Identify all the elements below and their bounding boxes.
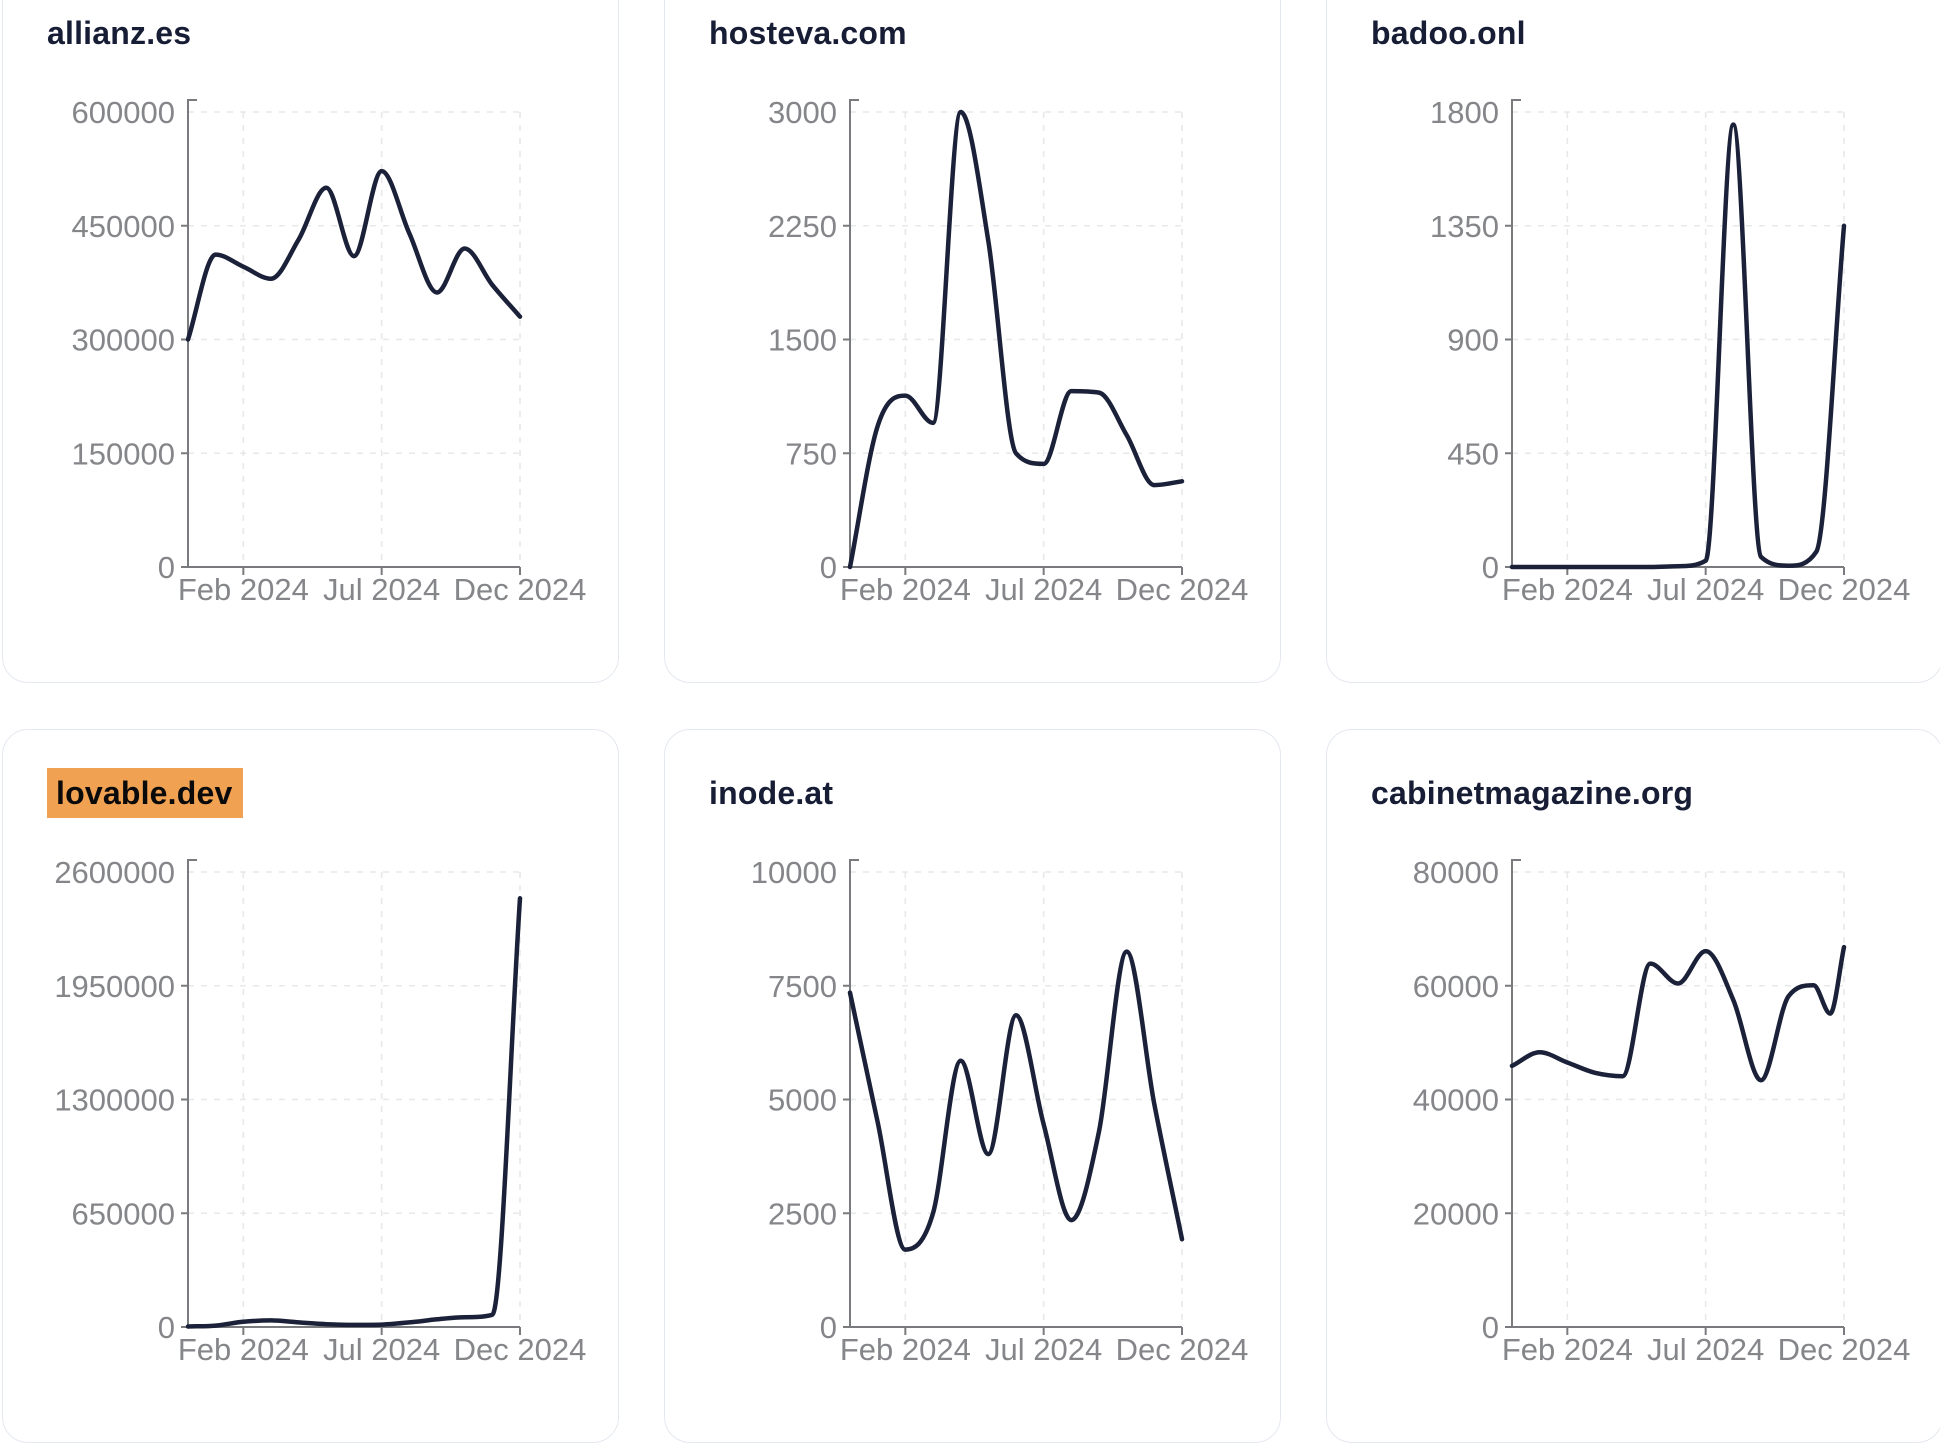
gridlines — [188, 871, 521, 1327]
y-axis-tick-label: 600000 — [72, 95, 175, 130]
y-axis-tick-label: 60000 — [1413, 969, 1499, 1004]
y-axis-tick-label: 450000 — [72, 209, 175, 244]
gridlines — [1512, 871, 1845, 1327]
card-title: badoo.onl — [1327, 0, 1940, 90]
domain-card-cabinetmagazine-org[interactable]: cabinetmagazine.org 0 20000 40000 60000 80000… — [1326, 729, 1940, 1443]
axes — [181, 859, 521, 1335]
y-axis-tick-label: 20000 — [1413, 1196, 1499, 1231]
x-axis-tick-label: Jul 2024 — [323, 572, 440, 607]
y-axis-tick-label: 80000 — [1413, 855, 1499, 890]
y-axis-tick-label: 0 — [1482, 1310, 1499, 1345]
traffic-series-line — [1509, 122, 1847, 570]
traffic-line-chart: 0 150000 300000 450000 600000 Feb 2024 Jul 202… — [72, 95, 587, 607]
traffic-line-chart: 0 650000 1300000 1950000 2600000 Feb 2024 Jul … — [54, 855, 587, 1367]
card-title: lovable.dev — [3, 730, 618, 850]
x-axis-tick-label: Feb 2024 — [178, 1332, 309, 1367]
x-axis-tick-label: Dec 2024 — [1778, 572, 1911, 607]
y-axis-tick-label: 0 — [158, 1310, 175, 1345]
domain-title[interactable]: allianz.es — [47, 15, 192, 51]
x-axis-tick-label: Feb 2024 — [1502, 1332, 1633, 1367]
x-axis-tick-label: Feb 2024 — [840, 572, 971, 607]
x-axis-tick-label: Jul 2024 — [323, 1332, 440, 1367]
axes — [843, 99, 1183, 575]
y-axis-tick-label: 2250 — [768, 209, 837, 244]
traffic-series-line — [1509, 944, 1847, 1083]
x-axis-tick-label: Jul 2024 — [1647, 572, 1764, 607]
domain-card-inode-at[interactable]: inode.at 0 2500 5000 7500 10000 Feb 2024 Jul 20… — [664, 729, 1281, 1443]
x-axis-tick-label: Feb 2024 — [840, 1332, 971, 1367]
axes — [843, 859, 1183, 1335]
card-title: cabinetmagazine.org — [1327, 730, 1940, 850]
card-title: hosteva.com — [665, 0, 1280, 90]
y-axis-tick-label: 3000 — [768, 95, 837, 130]
domain-card-hosteva-com[interactable]: hosteva.com 0 750 1500 2250 3000 Feb 2024 Jul 2… — [664, 0, 1281, 683]
x-axis-tick-label: Jul 2024 — [1647, 1332, 1764, 1367]
y-axis-tick-label: 0 — [820, 550, 837, 585]
traffic-series-line — [185, 896, 523, 1329]
y-axis-tick-label: 1350 — [1430, 209, 1499, 244]
y-axis-tick-label: 40000 — [1413, 1083, 1499, 1118]
domain-title[interactable]: inode.at — [709, 775, 834, 811]
y-axis-tick-label: 1800 — [1430, 95, 1499, 130]
x-axis-tick-label: Jul 2024 — [985, 572, 1102, 607]
y-axis-tick-label: 2600000 — [54, 855, 175, 890]
y-axis-tick-label: 450 — [1447, 436, 1499, 471]
domain-title-highlighted[interactable]: lovable.dev — [47, 768, 243, 818]
domain-title[interactable]: badoo.onl — [1371, 15, 1526, 51]
domain-card-badoo-onl[interactable]: badoo.onl 0 450 900 1350 1800 Feb 2024 Jul 2024… — [1326, 0, 1940, 683]
domain-card-lovable-dev[interactable]: lovable.dev 0 650000 1300000 1950000 2600000 F… — [2, 729, 619, 1443]
x-axis-tick-label: Jul 2024 — [985, 1332, 1102, 1367]
traffic-series-line — [847, 109, 1185, 570]
traffic-series-line — [847, 949, 1185, 1252]
gridlines — [188, 111, 521, 567]
domain-title[interactable]: cabinetmagazine.org — [1371, 775, 1694, 811]
axes — [1505, 99, 1845, 575]
y-axis-tick-label: 1500 — [768, 323, 837, 358]
y-axis-tick-label: 150000 — [72, 436, 175, 471]
traffic-line-chart: 0 450 900 1350 1800 Feb 2024 Jul 2024 Dec 2024 — [1430, 95, 1911, 607]
x-axis-tick-label: Dec 2024 — [1116, 572, 1249, 607]
y-axis-tick-label: 2500 — [768, 1196, 837, 1231]
x-axis-tick-label: Dec 2024 — [1778, 1332, 1911, 1367]
axes — [1505, 859, 1845, 1335]
traffic-series-line — [185, 168, 523, 342]
y-axis-tick-label: 5000 — [768, 1083, 837, 1118]
gridlines — [850, 871, 1183, 1327]
axes — [181, 99, 521, 575]
x-axis-tick-label: Dec 2024 — [1116, 1332, 1249, 1367]
y-axis-tick-label: 0 — [1482, 550, 1499, 585]
gridlines — [850, 111, 1183, 567]
gridlines — [1512, 111, 1845, 567]
x-axis-tick-label: Dec 2024 — [454, 1332, 587, 1367]
y-axis-tick-label: 300000 — [72, 323, 175, 358]
y-axis-tick-label: 1300000 — [54, 1083, 175, 1118]
domain-title[interactable]: hosteva.com — [709, 15, 907, 51]
x-axis-tick-label: Feb 2024 — [1502, 572, 1633, 607]
y-axis-tick-label: 750 — [785, 436, 837, 471]
y-axis-tick-label: 900 — [1447, 323, 1499, 358]
domain-card-allianz-es[interactable]: allianz.es 0 150000 300000 450000 600000 Feb 2… — [2, 0, 619, 683]
traffic-line-chart: 0 750 1500 2250 3000 Feb 2024 Jul 2024 Dec 2024 — [768, 95, 1249, 607]
y-axis-tick-label: 7500 — [768, 969, 837, 1004]
y-axis-tick-label: 1950000 — [54, 969, 175, 1004]
traffic-line-chart: 0 2500 5000 7500 10000 Feb 2024 Jul 2024 Dec 20… — [751, 855, 1249, 1367]
card-title: inode.at — [665, 730, 1280, 850]
y-axis-tick-label: 0 — [820, 1310, 837, 1345]
traffic-line-chart: 0 20000 40000 60000 80000 Feb 2024 Jul 2024 Dec… — [1413, 855, 1911, 1367]
y-axis-tick-label: 10000 — [751, 855, 837, 890]
y-axis-tick-label: 0 — [158, 550, 175, 585]
card-title: allianz.es — [3, 0, 618, 90]
y-axis-tick-label: 650000 — [72, 1196, 175, 1231]
x-axis-tick-label: Feb 2024 — [178, 572, 309, 607]
x-axis-tick-label: Dec 2024 — [454, 572, 587, 607]
